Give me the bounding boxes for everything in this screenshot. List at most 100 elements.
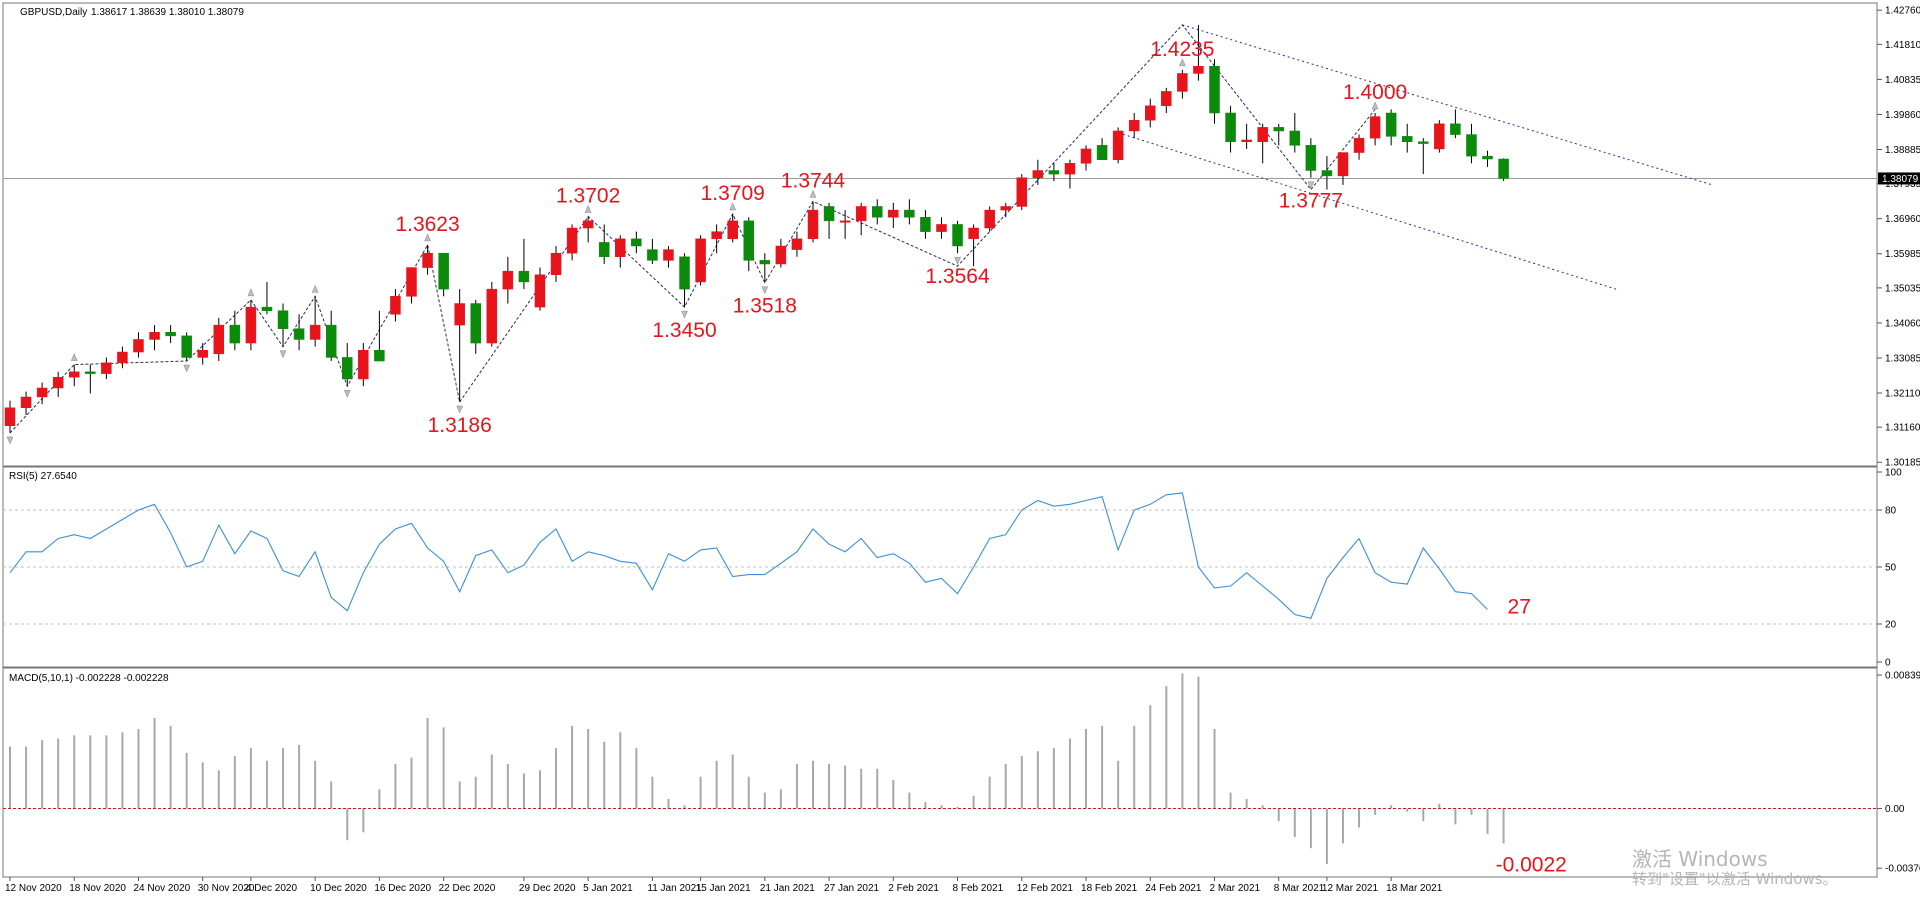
bull-candle — [117, 351, 128, 364]
rsi-tick-label: 50 — [1885, 563, 1897, 574]
bear-candle — [438, 252, 449, 290]
bull-candle — [615, 238, 626, 258]
rsi-tick-label: 0 — [1885, 658, 1891, 669]
bull-candle — [390, 296, 401, 315]
price-tick-label: 1.32110 — [1885, 389, 1920, 400]
price-tick-label: 1.37935 — [1885, 179, 1920, 190]
rsi-line — [9, 492, 1488, 619]
bear-candle — [1273, 127, 1284, 132]
bear-candle — [1096, 145, 1108, 160]
bear-candle — [1048, 170, 1060, 175]
rsi-tick-label: 20 — [1885, 620, 1897, 631]
time-tick-label: 4 Dec 2020 — [246, 883, 298, 894]
macd-tick-label: 0.00 — [1885, 804, 1905, 815]
time-tick-label: 12 Mar 2021 — [1322, 883, 1379, 894]
bull-candle — [422, 252, 433, 268]
bear-candle — [1498, 158, 1509, 179]
bull-candle — [101, 362, 112, 374]
bear-candle — [325, 324, 337, 358]
bull-candle — [1257, 127, 1268, 143]
macd-marks: -0.0022 — [3, 673, 1877, 876]
bear-candle — [1225, 112, 1236, 143]
price-annotation: 1.3518 — [733, 295, 797, 318]
bull-candle — [1145, 105, 1156, 121]
bull-candle — [1064, 163, 1076, 175]
rsi-axis: 100 80 50 20 0 — [3, 468, 1902, 669]
bull-candle — [1016, 177, 1028, 207]
bull-candle — [245, 306, 257, 344]
bull-candle — [711, 231, 722, 240]
bull-candle — [1241, 139, 1252, 143]
bear-candle — [1209, 66, 1220, 114]
time-tick-label: 18 Nov 2020 — [69, 883, 126, 894]
bull-candle — [406, 267, 417, 297]
bull-candle — [1128, 119, 1140, 132]
bull-candle — [663, 249, 674, 261]
time-tick-label: 15 Jan 2021 — [696, 883, 751, 894]
bull-candle — [968, 227, 979, 240]
time-tick-label: 21 Jan 2021 — [760, 883, 815, 894]
bull-candle — [888, 209, 899, 218]
fractal-down-marker — [1307, 181, 1315, 190]
bull-candle — [1434, 123, 1445, 150]
fractal-up-marker — [729, 202, 737, 211]
fractal-up-marker — [247, 288, 255, 297]
fractal-down-marker — [6, 436, 14, 445]
bull-candle — [727, 220, 738, 240]
rsi-marks: 27 — [9, 492, 1531, 619]
time-tick-label: 8 Feb 2021 — [953, 883, 1004, 894]
bull-candle — [550, 252, 562, 276]
time-tick-label: 12 Nov 2020 — [5, 883, 62, 894]
bear-candle — [743, 220, 755, 261]
bull-candle — [502, 270, 514, 290]
time-tick-label: 29 Dec 2020 — [519, 883, 576, 894]
bull-candle — [1161, 91, 1172, 107]
fractal-up-marker — [584, 204, 592, 213]
price-tick-label: 1.35035 — [1885, 283, 1920, 294]
macd-pane[interactable]: 0.008397 0.00 -0.003761 -0.0022 MACD(5,10,… — [2, 667, 1920, 878]
bear-candle — [470, 303, 481, 344]
time-tick-label: 18 Mar 2021 — [1386, 883, 1443, 894]
price-marks: 1.4235 1.4000 1.3777 1.3744 1.3709 1.3702 1.36… — [4, 24, 1713, 445]
macd-tick-label: -0.003761 — [1885, 864, 1920, 875]
rsi-tick-label: 100 — [1885, 468, 1902, 479]
bear-candle — [1321, 170, 1333, 177]
price-annotation: 1.3623 — [395, 213, 459, 236]
bull-candle — [1032, 170, 1044, 178]
bear-candle — [85, 371, 96, 374]
price-axis: 1.42760 1.41810 1.40835 1.39860 1.38885 1.379… — [3, 6, 1920, 469]
bull-candle — [807, 209, 819, 240]
price-tick-label: 1.33085 — [1885, 353, 1920, 364]
price-tick-label: 1.39860 — [1885, 110, 1920, 121]
price-annotation: 1.3186 — [428, 414, 492, 437]
bear-candle — [598, 242, 610, 258]
fractal-up-marker — [809, 189, 817, 198]
time-tick-label: 24 Nov 2020 — [133, 883, 190, 894]
bear-candle — [904, 209, 915, 218]
price-pane-title: GBPUSD,Daily — [20, 7, 87, 18]
time-tick-label: 2 Mar 2021 — [1210, 883, 1261, 894]
price-pane[interactable]: 1.42760 1.41810 1.40835 1.39860 1.38885 1.379… — [2, 2, 1920, 469]
time-tick-label: 8 Mar 2021 — [1274, 883, 1325, 894]
time-tick-label: 5 Jan 2021 — [583, 883, 633, 894]
price-annotation: 1.3744 — [781, 169, 846, 192]
zigzag-line — [9, 24, 1376, 434]
bull-candle — [149, 332, 160, 340]
rsi-pane[interactable]: 100 80 50 20 0 27 RSI(5) 27.6540 — [2, 466, 1902, 669]
rsi-value-annotation: 27 — [1508, 595, 1531, 618]
bull-candle — [20, 396, 32, 409]
bull-candle — [1369, 116, 1381, 139]
bull-candle — [984, 209, 995, 229]
bear-candle — [823, 206, 835, 222]
bear-candle — [277, 310, 289, 329]
rsi-tick-label: 80 — [1885, 506, 1897, 517]
macd-axis: 0.008397 0.00 -0.003761 — [1877, 671, 1920, 875]
time-tick-label: 30 Nov 2020 — [198, 883, 255, 894]
bull-candle — [839, 220, 851, 223]
bull-candle — [213, 324, 225, 355]
fractal-down-marker — [456, 405, 464, 414]
price-annotation: 1.3450 — [652, 319, 716, 342]
bear-candle — [374, 350, 385, 362]
